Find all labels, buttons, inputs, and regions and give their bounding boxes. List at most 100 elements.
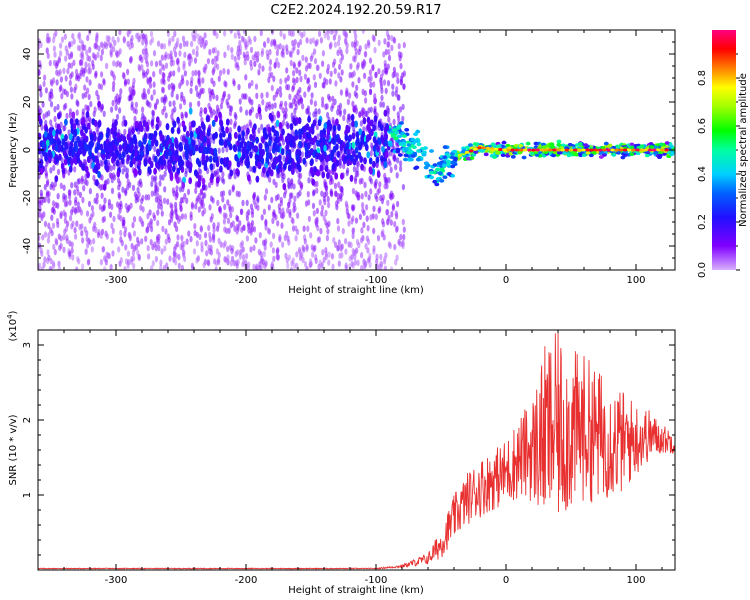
heat-cell (197, 206, 201, 213)
heat-cell (279, 78, 283, 85)
heat-cell (347, 113, 351, 120)
heat-cell (350, 260, 354, 268)
heat-cell (315, 187, 319, 194)
heat-cell (343, 108, 347, 116)
heat-cell (59, 84, 63, 91)
heat-cell (296, 212, 300, 219)
heat-cell (125, 172, 129, 179)
heat-cell (358, 213, 362, 220)
heat-cell (307, 199, 311, 206)
heat-cell (152, 71, 156, 78)
heat-cell (134, 197, 138, 204)
heat-cell (59, 235, 63, 242)
heat-cell (337, 239, 341, 246)
heat-cell (350, 253, 354, 261)
heat-cell (316, 133, 320, 140)
heat-cell (386, 80, 391, 87)
heat-cell (381, 69, 385, 76)
heat-cell (131, 184, 136, 192)
heat-cell (169, 70, 173, 78)
heat-cell (328, 145, 332, 153)
heat-cell (167, 75, 171, 82)
heat-cell (126, 78, 130, 85)
heat-cell (39, 108, 43, 115)
heat-cell (92, 174, 96, 182)
heat-cell (387, 241, 391, 248)
heat-cell (378, 206, 382, 213)
heat-cell (180, 213, 185, 220)
heat-cell (213, 55, 217, 62)
heat-cell (324, 209, 328, 217)
heat-cell (132, 245, 136, 252)
heat-cell (401, 218, 405, 226)
heat-cell (334, 172, 339, 180)
heat-cell (401, 115, 405, 123)
heat-cell (243, 54, 247, 61)
heat-cell (369, 150, 373, 157)
heat-cell (195, 45, 199, 52)
heat-cell (171, 86, 175, 93)
heat-cell (216, 221, 220, 229)
heat-cell (260, 123, 264, 131)
heat-cell (180, 95, 184, 102)
heat-cell (215, 176, 220, 184)
heat-cell (151, 109, 155, 117)
heat-cell (219, 241, 223, 248)
heat-cell (225, 126, 229, 134)
heat-cell (383, 265, 387, 270)
heat-cell (92, 238, 96, 245)
heat-cell (249, 59, 253, 67)
heat-cell (324, 103, 328, 110)
heat-cell (118, 61, 122, 68)
heat-cell (318, 199, 322, 206)
heat-cell (327, 259, 331, 266)
heat-cell (202, 261, 206, 269)
heat-cell (63, 201, 68, 208)
heat-cell (59, 42, 63, 49)
heat-cell (399, 62, 403, 70)
heat-cell (204, 39, 208, 47)
heat-cell (190, 201, 194, 208)
heat-cell (103, 255, 107, 262)
heat-cell (329, 30, 333, 36)
heat-cell (71, 32, 75, 40)
heat-cell (111, 71, 115, 78)
heat-cell (199, 87, 204, 95)
heat-cell (263, 244, 267, 251)
heat-cell (126, 40, 130, 48)
heat-cell (386, 199, 390, 207)
heat-cell (299, 38, 303, 46)
heat-cell (310, 92, 314, 99)
heat-cell (76, 256, 80, 263)
heat-cell (364, 190, 368, 198)
heat-cell (180, 111, 184, 119)
heat-cell (388, 160, 392, 167)
heat-cell (274, 91, 279, 98)
heat-cell (281, 241, 285, 248)
heat-cell (349, 241, 353, 249)
heat-cell (196, 255, 200, 262)
heat-cell (96, 151, 101, 158)
heat-cell (290, 260, 294, 267)
heat-cell (95, 192, 99, 200)
heat-cell (112, 60, 116, 67)
heat-cell (384, 87, 388, 95)
heat-cell (322, 256, 326, 263)
heat-cell (110, 222, 114, 230)
heat-cell (331, 95, 335, 103)
heat-cell (320, 190, 324, 197)
heat-cell (399, 233, 403, 241)
heat-cell (127, 204, 131, 211)
heat-cell (219, 165, 223, 173)
heat-cell (62, 104, 66, 111)
heat-cell (394, 259, 398, 266)
heat-cell (208, 106, 212, 113)
heat-cell (301, 256, 305, 264)
heat-cell (193, 57, 198, 64)
heat-cell (365, 215, 369, 222)
heat-cell (152, 81, 156, 88)
heat-cell (375, 258, 379, 265)
heat-cell (50, 214, 54, 221)
heat-cell (303, 73, 307, 80)
heat-cell (300, 97, 304, 105)
